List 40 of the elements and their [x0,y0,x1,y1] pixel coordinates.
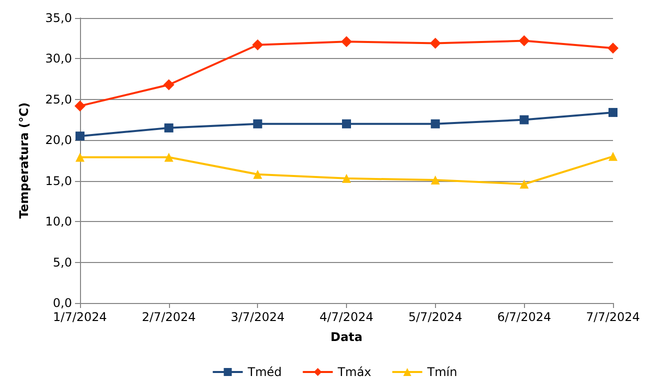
x-tick-label: 6/7/2024 [497,310,552,324]
y-tick-label: 25,0 [45,92,72,106]
x-tick-label: 4/7/2024 [320,310,374,324]
y-tick-label: 10,0 [45,214,72,229]
x-tick-label: 5/7/2024 [408,310,462,324]
y-tick-label: 30,0 [45,52,72,66]
legend-label: Tmín [426,365,458,379]
point [341,36,352,48]
point [164,123,174,132]
y-tick-label: 20,0 [45,133,72,148]
point [518,35,530,46]
y-tick-label: 15,0 [45,174,72,188]
y-tick-label: 5,0 [52,255,72,270]
x-tick-label: 2/7/2024 [142,310,196,324]
x-tick-label: 1/7/2024 [53,310,107,324]
point [520,115,529,124]
point [163,79,174,90]
point [76,152,84,162]
point [253,119,262,128]
x-tick-label: 7/7/2024 [586,310,640,324]
legend-label: Tméd [246,365,282,379]
point [74,100,86,112]
point [430,38,441,49]
point [608,42,618,54]
y-tick-label: 35,0 [45,11,72,25]
point [608,108,618,117]
point [253,170,262,179]
legend-label: Tmáx [336,365,372,379]
point [342,174,351,183]
point [520,180,529,189]
point [430,176,440,185]
y-axis-title: Temperatura (°C) [17,102,31,219]
x-tick-label: 3/7/2024 [230,310,285,324]
y-tick-label: 0,0 [52,296,72,310]
point [430,119,440,128]
point [608,152,618,161]
point [252,39,264,50]
point [342,119,351,128]
point [164,152,174,162]
x-axis-title: Data [330,330,362,344]
